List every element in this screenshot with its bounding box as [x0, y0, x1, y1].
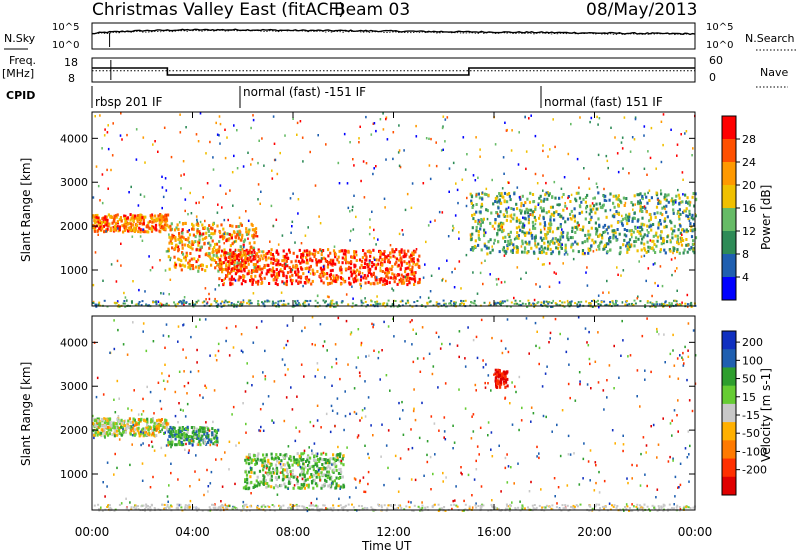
cpid-row: CPID rbsp 201 IF normal (fast) -151 IF n… — [6, 85, 663, 109]
xtick-label: 04:00 — [175, 525, 210, 539]
colorbar-tick-label: 200 — [742, 336, 763, 349]
power-data — [92, 112, 698, 309]
velocity-data — [92, 316, 697, 513]
date-label: 08/May/2013 — [586, 0, 698, 20]
colorbar-tick-label: 100 — [742, 354, 763, 367]
ytick-label: 2000 — [60, 424, 88, 437]
noise-panel: N.Sky 10^5 10^0 10^5 10^0 N.Search — [4, 22, 796, 51]
freq-line — [92, 67, 695, 76]
ytick-label: 1000 — [60, 468, 88, 481]
cpid-mode-2: normal (fast) -151 IF — [243, 85, 366, 99]
velocity-cbar-label: Velocity [m s-1] — [759, 368, 773, 462]
noise-line-search — [91, 29, 695, 36]
power-ylabel: Slant Range [km] — [19, 158, 33, 262]
nave-label: Nave — [760, 66, 788, 79]
colorbar-segment — [722, 277, 736, 301]
colorbar-segment — [722, 185, 736, 209]
colorbar-tick-label: 24 — [742, 156, 756, 169]
colorbar-segment — [722, 440, 736, 460]
xtick-label: 20:00 — [577, 525, 612, 539]
ytick-label: 4000 — [60, 132, 88, 145]
power-colorbar: 4 8 12 16 20 24 28 — [721, 115, 756, 301]
colorbar-segment — [722, 367, 736, 387]
power-panel: 1000 2000 3000 4000 Slant Range [km] 4 8 12 16… — [19, 111, 773, 309]
station-title: Christmas Valley East (fitACF) — [92, 0, 345, 20]
nave-tick-bottom: 0 — [709, 71, 716, 84]
colorbar-segment — [722, 385, 736, 405]
colorbar-segment — [722, 162, 736, 186]
ytick-label: 3000 — [60, 176, 88, 189]
frequency-panel: Freq. [MHz] 18 8 60 0 Nave — [2, 54, 788, 88]
xtick-label: 00:00 — [678, 525, 713, 539]
freq-unit-label: [MHz] — [2, 67, 34, 80]
noise-left-tick-bottom: 10^0 — [52, 40, 79, 51]
velocity-panel: 1000 2000 3000 4000 Slant Range [km] 200 100… — [19, 315, 773, 513]
colorbar-tick-label: 4 — [742, 271, 749, 284]
colorbar-tick-label: -15 — [742, 409, 760, 422]
xtick-label: 12:00 — [376, 525, 411, 539]
colorbar-segment — [722, 422, 736, 441]
colorbar-tick-label: -200 — [742, 464, 767, 477]
xtick-label: 08:00 — [276, 525, 311, 539]
colorbar-segment — [722, 331, 736, 350]
colorbar-tick-label: 12 — [742, 225, 756, 238]
freq-tick-bottom: 8 — [68, 72, 75, 85]
colorbar-segment — [722, 116, 736, 140]
beam-label: Beam 03 — [334, 0, 410, 20]
noise-right-tick-top: 10^5 — [706, 22, 733, 33]
colorbar-segment — [722, 403, 736, 423]
colorbar-tick-label: 16 — [742, 202, 756, 215]
colorbar-frame — [721, 330, 737, 496]
noise-right-tick-bottom: 10^0 — [706, 40, 733, 51]
noise-left-label: N.Sky — [4, 32, 36, 45]
ytick-label: 3000 — [60, 380, 88, 393]
power-cbar-label: Power [dB] — [759, 185, 773, 250]
power-axes: 1000 2000 3000 4000 — [60, 112, 696, 306]
freq-label: Freq. — [9, 54, 36, 67]
colorbar-tick-label: 50 — [742, 373, 756, 386]
noise-right-label: N.Search — [745, 32, 795, 45]
nave-tick-top: 60 — [709, 54, 723, 67]
colorbar-tick-label: -50 — [742, 427, 760, 440]
noise-line-sky — [91, 28, 696, 36]
cpid-mode-3: normal (fast) 151 IF — [544, 95, 663, 109]
xtick-label: 00:00 — [75, 525, 110, 539]
ytick-label: 1000 — [60, 264, 88, 277]
cpid-mode-1: rbsp 201 IF — [95, 95, 162, 109]
cpid-label: CPID — [6, 89, 35, 102]
colorbar-segment — [722, 458, 736, 478]
time-axis: 00:00 04:00 08:00 12:00 16:00 20:00 00:00 — [75, 525, 713, 539]
colorbar-segment — [722, 254, 736, 278]
time-axis-label: Time UT — [361, 539, 412, 553]
colorbar-segment — [722, 208, 736, 232]
colorbar-segment — [722, 231, 736, 255]
ytick-label: 4000 — [60, 336, 88, 349]
colorbar-tick-label: 8 — [742, 248, 749, 261]
colorbar-segment — [722, 139, 736, 163]
frequency-series — [92, 60, 695, 80]
colorbar-tick-label: -100 — [742, 445, 767, 458]
freq-tick-top: 18 — [64, 56, 78, 69]
xtick-label: 16:00 — [477, 525, 512, 539]
noise-left-tick-top: 10^5 — [52, 22, 79, 33]
velocity-axes: 1000 2000 3000 4000 — [60, 316, 696, 510]
colorbar-tick-label: 20 — [742, 179, 756, 192]
colorbar-segment — [722, 349, 736, 368]
colorbar-tick-label: 15 — [742, 391, 756, 404]
colorbar-tick-label: 28 — [742, 133, 756, 146]
ytick-label: 2000 — [60, 220, 88, 233]
noise-series — [91, 28, 696, 47]
colorbar-segment — [722, 476, 736, 496]
velocity-colorbar: 200 100 50 15 -15 -50 -100 -200 — [721, 330, 767, 496]
velocity-ylabel: Slant Range [km] — [19, 362, 33, 466]
